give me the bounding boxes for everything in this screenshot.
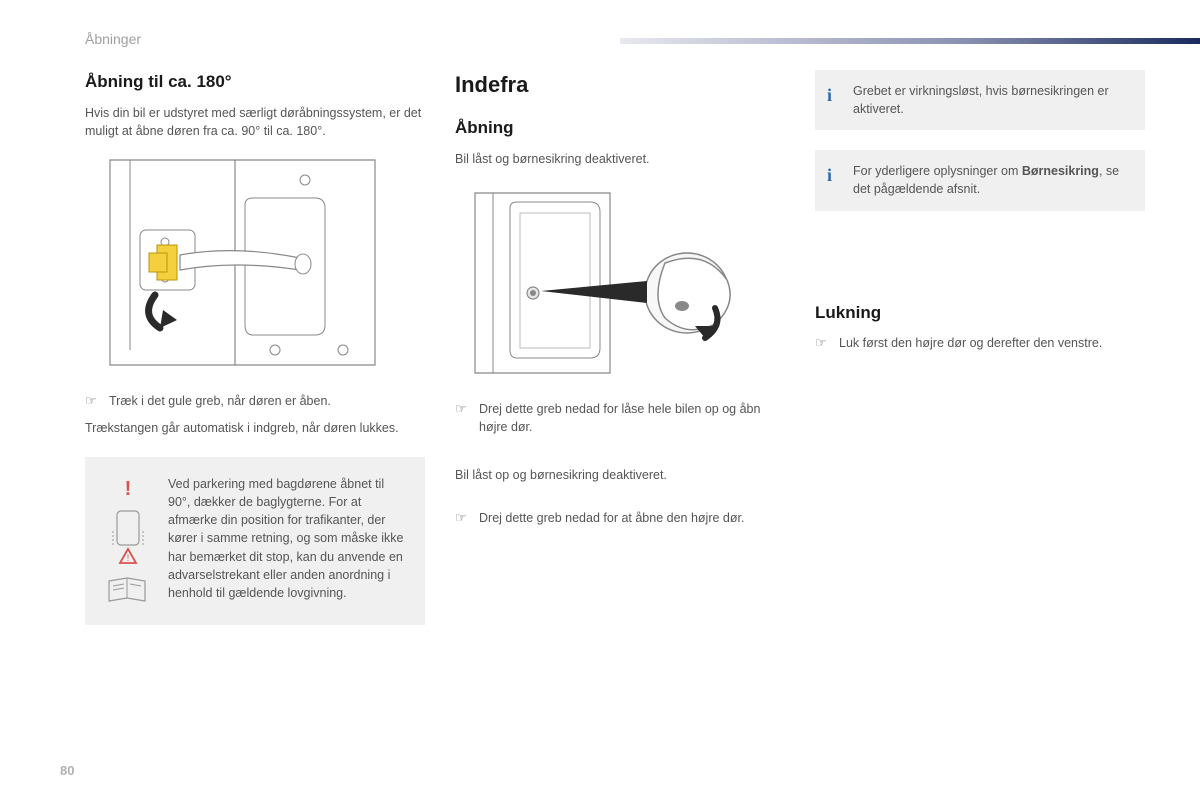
left-title: Åbning til ca. 180° [85, 70, 425, 94]
figure-door-hinge [85, 150, 385, 380]
content-columns: Åbning til ca. 180° Hvis din bil er udst… [85, 70, 1140, 625]
info-icon: i [827, 82, 839, 118]
manual-book-icon [105, 575, 151, 607]
closing-title: Lukning [815, 301, 1145, 325]
pointer-icon: ☞ [455, 400, 467, 436]
pointer-icon: ☞ [815, 334, 827, 353]
column-middle: Indefra Åbning Bil låst og børnesikring … [455, 70, 785, 625]
info-icon: i [827, 162, 839, 198]
mid-line1: Bil låst og børnesikring deaktiveret. [455, 150, 785, 168]
column-right: i Grebet er virkningsløst, hvis børnesik… [815, 70, 1145, 625]
mid-sub-title: Åbning [455, 116, 785, 140]
page-header: Åbninger [85, 30, 1140, 50]
mid-main-title: Indefra [455, 70, 785, 101]
info2-bold: Børnesikring [1022, 164, 1099, 178]
left-bullet-text: Træk i det gule greb, når døren er åben. [109, 392, 331, 411]
column-left: Åbning til ca. 180° Hvis din bil er udst… [85, 70, 425, 625]
left-intro: Hvis din bil er udstyret med særligt dør… [85, 104, 425, 140]
info1-text: Grebet er virkningsløst, hvis børnesikri… [853, 82, 1129, 118]
mid-line2: Bil låst op og børnesikring deaktiveret. [455, 466, 785, 484]
warning-box: ! ! Ved parkering med bagdørene åbnet ti… [85, 457, 425, 625]
figure-interior-handle [455, 178, 755, 388]
section-label: Åbninger [85, 30, 141, 50]
left-bullet: ☞ Træk i det gule greb, når døren er åbe… [85, 392, 425, 411]
pointer-icon: ☞ [455, 509, 467, 528]
exclamation-icon: ! [125, 475, 132, 503]
svg-text:!: ! [127, 553, 130, 563]
mid-bullet-1: ☞ Drej dette greb nedad for låse hele bi… [455, 400, 785, 436]
info-box-1: i Grebet er virkningsløst, hvis børnesik… [815, 70, 1145, 130]
warning-text: Ved parkering med bagdørene åbnet til 90… [168, 475, 407, 607]
left-after-bullet: Trækstangen går automatisk i indgreb, nå… [85, 419, 425, 437]
header-gradient-bar [620, 38, 1200, 44]
pointer-icon: ☞ [85, 392, 97, 411]
info2-text: For yderligere oplysninger om Børnesikri… [853, 162, 1129, 198]
page-number: 80 [60, 762, 74, 780]
closing-bullet-text: Luk først den højre dør og derefter den … [839, 334, 1102, 353]
info2-pre: For yderligere oplysninger om [853, 164, 1022, 178]
warning-icons-col: ! ! [103, 475, 153, 607]
mid-bullet-2: ☞ Drej dette greb nedad for at åbne den … [455, 509, 785, 528]
mid-bullet2-text: Drej dette greb nedad for at åbne den hø… [479, 509, 744, 528]
info-box-2: i For yderligere oplysninger om Børnesik… [815, 150, 1145, 210]
mid-bullet1-text: Drej dette greb nedad for låse hele bile… [479, 400, 785, 436]
vehicle-rear-icon: ! [105, 509, 151, 569]
closing-bullet: ☞ Luk først den højre dør og derefter de… [815, 334, 1145, 353]
